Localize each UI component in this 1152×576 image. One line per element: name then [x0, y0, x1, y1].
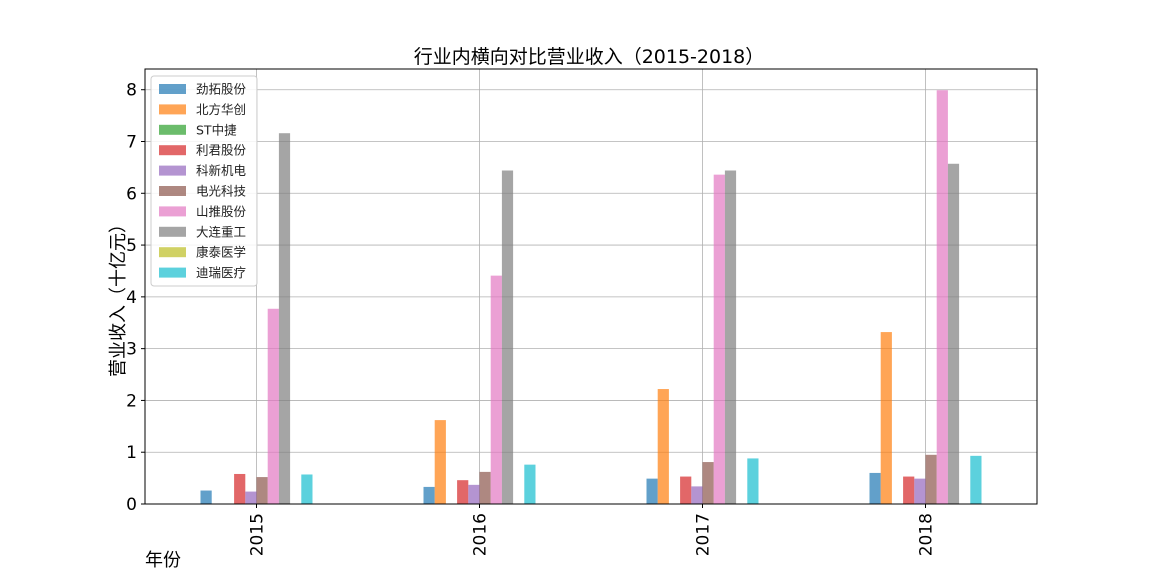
bar — [501, 170, 514, 504]
legend-label: 劲拓股份 — [196, 82, 247, 97]
y-tick-label: 0 — [126, 495, 137, 515]
bar — [256, 477, 268, 504]
bar — [245, 491, 257, 504]
bar — [200, 490, 212, 504]
bar — [713, 174, 725, 504]
y-tick-label: 2 — [126, 391, 137, 411]
bar — [691, 486, 703, 504]
x-tick-label: 2016 — [471, 513, 491, 556]
legend-swatch — [159, 226, 186, 237]
bar — [947, 163, 960, 504]
bar — [267, 308, 279, 504]
legend-label: 科新机电 — [196, 163, 247, 178]
bar — [457, 480, 469, 504]
bar — [936, 90, 948, 504]
legend-label: 迪瑞医疗 — [196, 265, 246, 280]
y-tick-label: 1 — [126, 443, 137, 463]
legend-swatch — [159, 267, 186, 278]
legend-label: 大连重工 — [196, 224, 246, 239]
bar — [724, 170, 737, 504]
y-tick-label: 8 — [126, 81, 137, 101]
legend-swatch — [159, 206, 186, 217]
bar — [490, 275, 502, 504]
legend-swatch — [159, 84, 186, 94]
legend-swatch — [159, 124, 186, 135]
legend-label: 山推股份 — [196, 204, 247, 219]
y-tick-label: 3 — [126, 340, 137, 360]
plot-frame — [144, 68, 1038, 505]
x-axis-label: 年份 — [145, 550, 181, 571]
grid-lines — [145, 69, 1037, 505]
bar — [903, 476, 915, 504]
chart-title: 行业内横向对比营业收入（2015-2018） — [414, 46, 765, 68]
bar — [747, 458, 759, 504]
bar — [468, 484, 480, 504]
bar — [278, 133, 291, 504]
legend-label: 康泰医学 — [196, 245, 246, 260]
bars — [200, 90, 982, 504]
bar — [869, 472, 881, 504]
legend-swatch — [159, 165, 186, 176]
x-tick-label: 2017 — [694, 513, 714, 556]
bar — [234, 473, 246, 504]
legend-label: 电光科技 — [196, 184, 247, 199]
bar — [702, 462, 714, 504]
legend-label: 北方华创 — [196, 102, 246, 117]
x-tick-label: 2015 — [248, 513, 268, 556]
bar — [524, 464, 536, 504]
bar — [646, 478, 658, 504]
bar — [880, 332, 892, 504]
legend-label: ST中捷 — [196, 122, 237, 137]
bar — [301, 474, 313, 504]
bar — [914, 478, 926, 504]
x-axis: 2015 2016 2017 2018 — [248, 504, 937, 556]
legend-swatch — [159, 247, 186, 258]
y-tick-label: 7 — [126, 133, 137, 153]
bar — [423, 486, 435, 504]
bar — [657, 389, 669, 504]
legend-swatch — [159, 186, 186, 196]
bar — [479, 471, 491, 504]
y-tick-label: 6 — [126, 184, 137, 204]
legend-label: 利君股份 — [196, 143, 247, 158]
x-tick-label: 2018 — [917, 513, 937, 556]
y-axis: 0 1 2 3 4 5 6 7 8 — [126, 81, 145, 515]
bar — [434, 420, 446, 504]
y-axis-label: 营业收入（十亿元） — [108, 215, 129, 377]
y-tick-label: 4 — [126, 288, 137, 308]
bar — [680, 476, 692, 504]
bar — [970, 455, 982, 504]
y-tick-label: 5 — [126, 236, 137, 256]
legend-swatch — [159, 145, 186, 156]
legend-swatch — [159, 104, 186, 115]
bar — [925, 454, 937, 504]
